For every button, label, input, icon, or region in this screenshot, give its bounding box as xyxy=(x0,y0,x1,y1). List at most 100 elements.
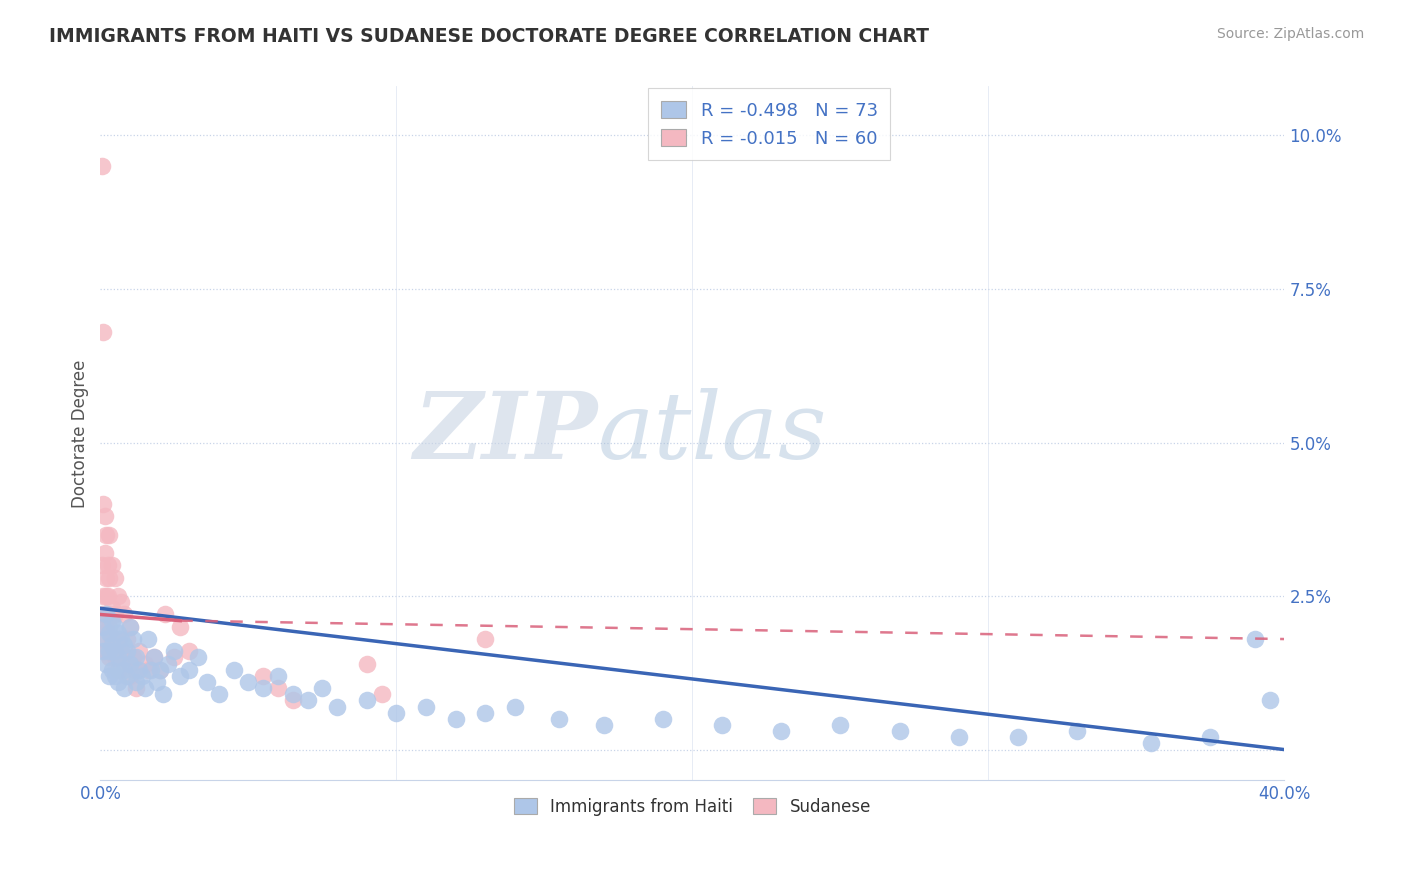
Point xyxy=(91,644,114,658)
Point xyxy=(142,650,165,665)
Point xyxy=(112,638,135,652)
Point xyxy=(115,669,138,683)
Point xyxy=(98,669,121,683)
Point xyxy=(112,650,135,665)
Point xyxy=(112,650,135,665)
Point xyxy=(592,718,614,732)
Point xyxy=(385,706,408,720)
Point xyxy=(145,675,167,690)
Point xyxy=(98,644,121,658)
Point xyxy=(112,681,135,696)
Text: IMMIGRANTS FROM HAITI VS SUDANESE DOCTORATE DEGREE CORRELATION CHART: IMMIGRANTS FROM HAITI VS SUDANESE DOCTOR… xyxy=(49,27,929,45)
Point xyxy=(830,718,852,732)
Point xyxy=(98,620,121,634)
Point xyxy=(107,663,129,677)
Point xyxy=(415,699,437,714)
Point xyxy=(136,663,159,677)
Point xyxy=(104,571,127,585)
Point xyxy=(157,657,180,671)
Point xyxy=(1007,731,1029,745)
Point xyxy=(97,558,120,573)
Point xyxy=(94,546,117,560)
Point xyxy=(96,644,118,658)
Point xyxy=(104,644,127,658)
Point xyxy=(104,620,127,634)
Point xyxy=(356,657,378,671)
Point xyxy=(96,527,118,541)
Point xyxy=(101,632,124,646)
Point xyxy=(370,687,392,701)
Legend: Immigrants from Haiti, Sudanese: Immigrants from Haiti, Sudanese xyxy=(505,789,880,824)
Point xyxy=(96,607,118,622)
Point xyxy=(90,159,112,173)
Point xyxy=(169,620,191,634)
Point xyxy=(96,657,118,671)
Point xyxy=(311,681,333,696)
Point xyxy=(267,669,290,683)
Point xyxy=(110,595,132,609)
Point xyxy=(118,620,141,634)
Point xyxy=(118,657,141,671)
Point xyxy=(115,632,138,646)
Point xyxy=(187,650,209,665)
Point xyxy=(356,693,378,707)
Point xyxy=(96,607,118,622)
Point xyxy=(134,681,156,696)
Text: atlas: atlas xyxy=(598,388,827,478)
Point xyxy=(548,712,571,726)
Point xyxy=(91,325,114,339)
Point xyxy=(128,663,150,677)
Point xyxy=(155,607,177,622)
Point xyxy=(112,607,135,622)
Point xyxy=(101,558,124,573)
Point xyxy=(163,644,186,658)
Point xyxy=(889,724,911,739)
Point xyxy=(179,644,201,658)
Point xyxy=(134,657,156,671)
Point xyxy=(110,644,132,658)
Point xyxy=(125,650,148,665)
Point xyxy=(112,663,135,677)
Point xyxy=(252,669,274,683)
Point xyxy=(97,589,120,603)
Text: ZIP: ZIP xyxy=(413,388,598,478)
Point xyxy=(208,687,231,701)
Point xyxy=(163,650,186,665)
Point xyxy=(107,675,129,690)
Point xyxy=(101,614,124,628)
Point xyxy=(104,607,127,622)
Point xyxy=(281,693,304,707)
Point xyxy=(474,632,496,646)
Point xyxy=(152,687,174,701)
Point xyxy=(101,663,124,677)
Point xyxy=(110,632,132,646)
Point xyxy=(104,669,127,683)
Point xyxy=(107,626,129,640)
Point xyxy=(948,731,970,745)
Point xyxy=(122,650,145,665)
Point xyxy=(770,724,793,739)
Point xyxy=(118,620,141,634)
Point xyxy=(651,712,673,726)
Point xyxy=(101,638,124,652)
Point xyxy=(222,663,245,677)
Point xyxy=(326,699,349,714)
Point xyxy=(125,681,148,696)
Point xyxy=(107,589,129,603)
Point xyxy=(139,663,162,677)
Point xyxy=(1066,724,1088,739)
Point xyxy=(91,607,114,622)
Point xyxy=(94,509,117,524)
Point xyxy=(107,650,129,665)
Y-axis label: Doctorate Degree: Doctorate Degree xyxy=(72,359,89,508)
Point xyxy=(267,681,290,696)
Point xyxy=(444,712,467,726)
Point xyxy=(90,558,112,573)
Point xyxy=(115,644,138,658)
Point xyxy=(101,644,124,658)
Point xyxy=(169,669,191,683)
Point xyxy=(281,687,304,701)
Point xyxy=(125,675,148,690)
Point xyxy=(503,699,526,714)
Point xyxy=(118,657,141,671)
